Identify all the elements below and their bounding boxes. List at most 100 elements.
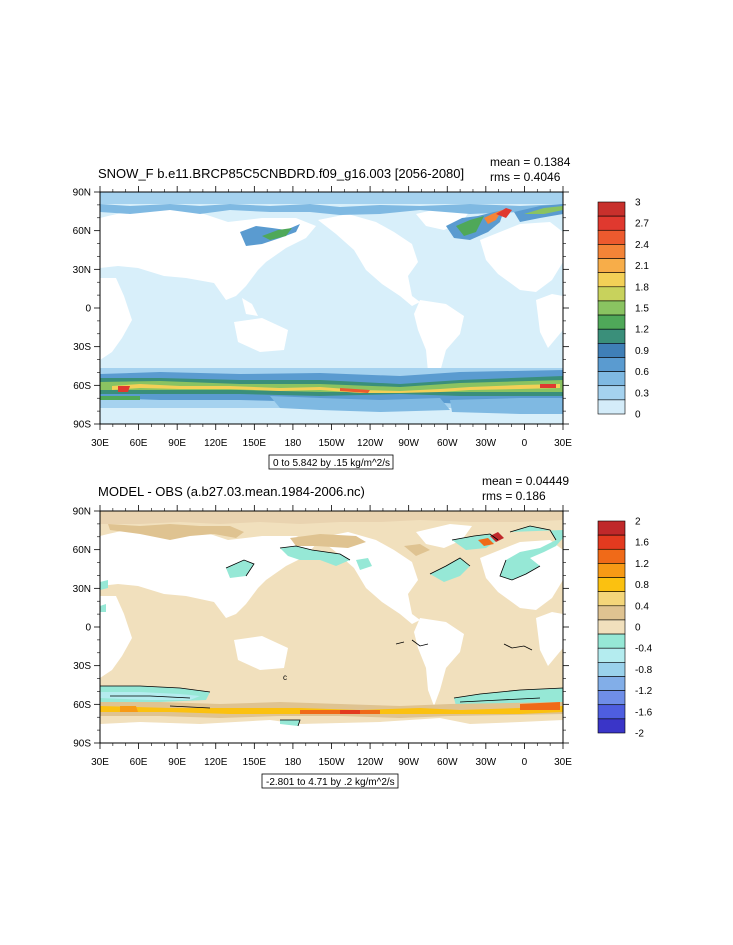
panel1-southern-band: [100, 368, 563, 414]
panel1-colorbar-label: 2.1: [635, 261, 649, 272]
panel2-subtitle-box: [261, 773, 399, 789]
panel2-lat-label: 90N: [73, 507, 91, 518]
panel1-colorbar-box: [597, 314, 626, 330]
panel2-colorbar-label: -2: [635, 729, 644, 740]
panel2-colorbar-label: -1.6: [635, 707, 653, 718]
panel2-subtitle: -2.801 to 4.71 by .2 kg/m^2/s: [266, 777, 395, 788]
panel2-colorbar-box: [597, 690, 626, 706]
panel1-colorbar-box: [597, 215, 626, 231]
panel1-lon-label: 150W: [318, 438, 345, 449]
panel1-colorbar-box: [597, 343, 626, 358]
panel1-lon-label: 180: [285, 438, 302, 449]
panel2-colorbar-label: 1.2: [635, 559, 649, 570]
panel1-colorbar-box: [597, 244, 626, 259]
panel1-lon-label: 120E: [204, 438, 228, 449]
panel2-contour-label: c: [283, 673, 287, 682]
panel1-map: [100, 192, 563, 424]
panel1-lat-label: 30S: [73, 342, 91, 353]
panel1-colorbar-box: [597, 328, 626, 344]
panel2-title: MODEL - OBS (a.b27.03.mean.1984-2006.nc): [98, 484, 365, 499]
panel2-lon-label: 150E: [243, 757, 267, 768]
panel1-lat-label: 90S: [73, 420, 91, 431]
panel2-lat-label: 0: [85, 623, 91, 634]
panel1-lon-label: 90W: [398, 438, 419, 449]
panel1-lat-label: 60N: [73, 226, 91, 237]
panel2-colorbar-label: 1.6: [635, 538, 649, 549]
panel1-lat-label: 0: [85, 304, 91, 315]
panel2-lat-label: 60S: [73, 700, 91, 711]
panel2-colorbar-box: [597, 619, 626, 635]
panel1-colorbar-label: 1.2: [635, 325, 649, 336]
panel2-colorbar-label: 2: [635, 517, 641, 528]
panel2-southern: [100, 686, 563, 726]
panel1-lon-label: 90E: [168, 438, 186, 449]
panel2-colorbar-box: [597, 633, 626, 649]
panel-snow-f: SNOW_F b.e11.BRCP85C5CNBDRD.f09_g16.003 …: [73, 155, 649, 470]
panel1-colorbar-box: [597, 399, 626, 415]
panel1-colorbar-label: 0: [635, 410, 641, 421]
panel2-lon-label: 30W: [476, 757, 497, 768]
panel1-colorbar-box: [597, 385, 626, 401]
panel2-colorbar-box: [597, 647, 626, 663]
panel2-lat-label: 30S: [73, 661, 91, 672]
panel2-colorbar-box: [597, 534, 626, 550]
panel1-colorbar-box: [597, 272, 626, 288]
panel2-lat-label: 60N: [73, 545, 91, 556]
panel2-colorbar-box: [597, 676, 626, 691]
panel1-colorbar-label: 2.7: [635, 219, 649, 230]
panel2-colorbar: 2 1.6 1.2 0.8 0.4 0 -0.4 -0.8 -1.2 -1.6 -2: [597, 517, 653, 740]
panel2-mean: mean = 0.04449: [482, 474, 569, 488]
panel2-colorbar-label: 0.8: [635, 580, 649, 591]
panel2-colorbar-box: [597, 718, 626, 734]
panel1-colorbar-label: 0.9: [635, 346, 649, 357]
panel1-lat-label: 30N: [73, 265, 91, 276]
panel1-colorbar-label: 0.3: [635, 388, 649, 399]
panel2-colorbar-box: [597, 577, 626, 592]
panel1-lat-label: 60S: [73, 381, 91, 392]
panel1-colorbar-label: 3: [635, 198, 641, 209]
panel1-rms: rms = 0.4046: [490, 170, 561, 184]
panel1-lon-label: 60E: [130, 438, 148, 449]
panel1-colorbar-box: [597, 357, 626, 372]
panel1-lon-label: 30E: [554, 438, 572, 449]
panel2-contours: [100, 525, 563, 727]
panel1-colorbar-box: [597, 229, 626, 245]
panel2-rms: rms = 0.186: [482, 489, 546, 503]
panel-model-obs: MODEL - OBS (a.b27.03.mean.1984-2006.nc)…: [73, 474, 653, 789]
panel1-colorbar-label: 1.5: [635, 304, 649, 315]
panel2-lat-label: 30N: [73, 584, 91, 595]
panel2-colorbar-label: 0.4: [635, 601, 649, 612]
panel2-colorbar-label: -0.8: [635, 665, 653, 676]
panel1-subtitle-box: [268, 454, 394, 470]
panel1-colorbar-label: 0.6: [635, 367, 649, 378]
panel2-colorbar-box: [597, 520, 626, 536]
panel2-colorbar-label: 0: [635, 623, 641, 634]
panel1-mean: mean = 0.1384: [490, 155, 571, 169]
panel1-land: [100, 206, 563, 388]
panel1-colorbar-label: 2.4: [635, 240, 649, 251]
panel2-colorbar-label: -1.2: [635, 686, 653, 697]
panel1-arctic: [100, 192, 563, 246]
panel2-lon-label: 90W: [398, 757, 419, 768]
panel2-colorbar-box: [597, 548, 626, 564]
panel1-colorbar-label: 1.8: [635, 282, 649, 293]
panel1-lon-label: 0: [522, 438, 528, 449]
panel2-lon-label: 180: [285, 757, 302, 768]
panel2-lon-label: 60E: [130, 757, 148, 768]
panel2-lon-label: 0: [522, 757, 528, 768]
panel1-lon-label: 30E: [91, 438, 109, 449]
panel1-colorbar-box: [597, 201, 626, 217]
panel2-colorbar-box: [597, 704, 626, 720]
panel2-map: c: [100, 511, 563, 743]
panel1-lon-label: 150E: [243, 438, 267, 449]
panel2-lat-label: 90S: [73, 739, 91, 750]
panel2-lon-label: 30E: [91, 757, 109, 768]
panel1-lat-label: 90N: [73, 188, 91, 199]
panel1-lon-label: 30W: [476, 438, 497, 449]
panel1-colorbar-box: [597, 286, 626, 302]
panel1-colorbar-box: [597, 371, 626, 387]
panel1-lon-label: 60W: [437, 438, 458, 449]
panel2-lon-label: 120E: [204, 757, 228, 768]
